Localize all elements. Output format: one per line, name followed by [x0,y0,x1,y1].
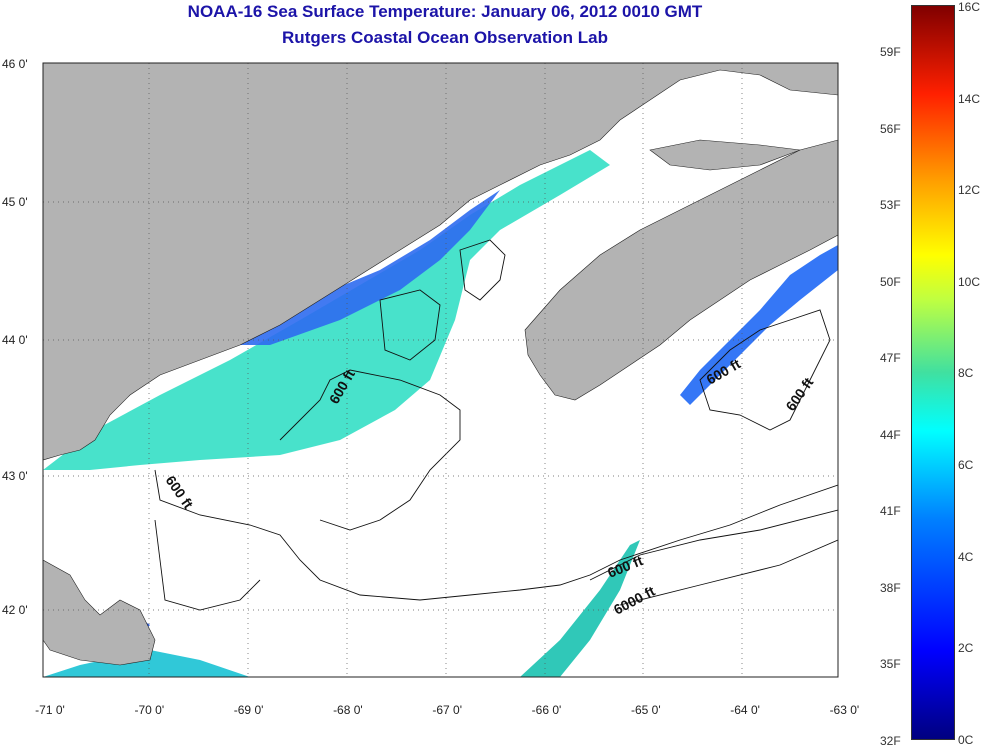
latitude-tick-label: 43 0' [2,469,28,483]
colorbar-fahrenheit-label: 35F [880,657,901,671]
longitude-tick-label: -63 0' [830,703,860,717]
colorbar-celsius-label: 2C [958,641,974,656]
colorbar-celsius-label: 10C [958,274,981,289]
colorbar-celsius-label: 12C [958,183,981,198]
sst-gulf-stream-edge [520,540,640,677]
colorbar-fahrenheit-label: 41F [880,504,901,518]
colorbar-celsius-label: 16C [958,0,981,14]
longitude-tick-label: -69 0' [234,703,264,717]
colorbar-fahrenheit-label: 50F [880,274,901,289]
sst-south [43,650,250,677]
longitude-tick-label: -67 0' [432,703,462,717]
map-subtitle: Rutgers Coastal Ocean Observation Lab [282,28,608,47]
land-nova-scotia [524,139,838,401]
colorbar-celsius-label: 14C [958,91,981,106]
sst-scotian-shelf [680,245,838,405]
latitude-tick-label: 44 0' [2,333,28,347]
colorbar-fahrenheit-label: 53F [880,198,901,212]
map-frame [42,62,839,678]
sst-cool-band [200,190,500,345]
longitude-tick-label: -65 0' [631,703,661,717]
latitude-tick-label: 45 0' [2,195,28,209]
longitude-tick-label: -66 0' [532,703,562,717]
bathymetry-contours [154,239,838,611]
colorbar-fahrenheit-label: 56F [880,121,901,136]
colorbar-fahrenheit-label: 44F [880,427,901,442]
longitude-tick-label: -71 0' [35,703,65,717]
map-title: NOAA-16 Sea Surface Temperature: January… [187,2,703,21]
temperature-colorbar [911,5,955,740]
colorbar-fahrenheit-label: 47F [880,351,901,365]
land-cape-cod [43,559,156,666]
colorbar-celsius-label: 6C [958,458,974,472]
latitude-tick-label: 42 0' [2,603,28,617]
colorbar-fahrenheit-label: 59F [880,45,901,59]
colorbar-fahrenheit-label: 38F [880,580,901,595]
land-new-brunswick-tip [649,139,801,171]
longitude-tick-label: -68 0' [333,703,363,717]
longitude-tick-label: -70 0' [134,703,164,717]
colorbar-celsius-label: 8C [958,366,974,381]
longitude-tick-label: -64 0' [730,703,760,717]
latitude-tick-label: 46 0' [2,57,28,71]
colorbar-celsius-label: 4C [958,549,974,564]
colorbar-fahrenheit-label: 32F [880,734,901,748]
land-new-england [43,63,838,461]
colorbar-celsius-label: 0C [958,732,974,747]
